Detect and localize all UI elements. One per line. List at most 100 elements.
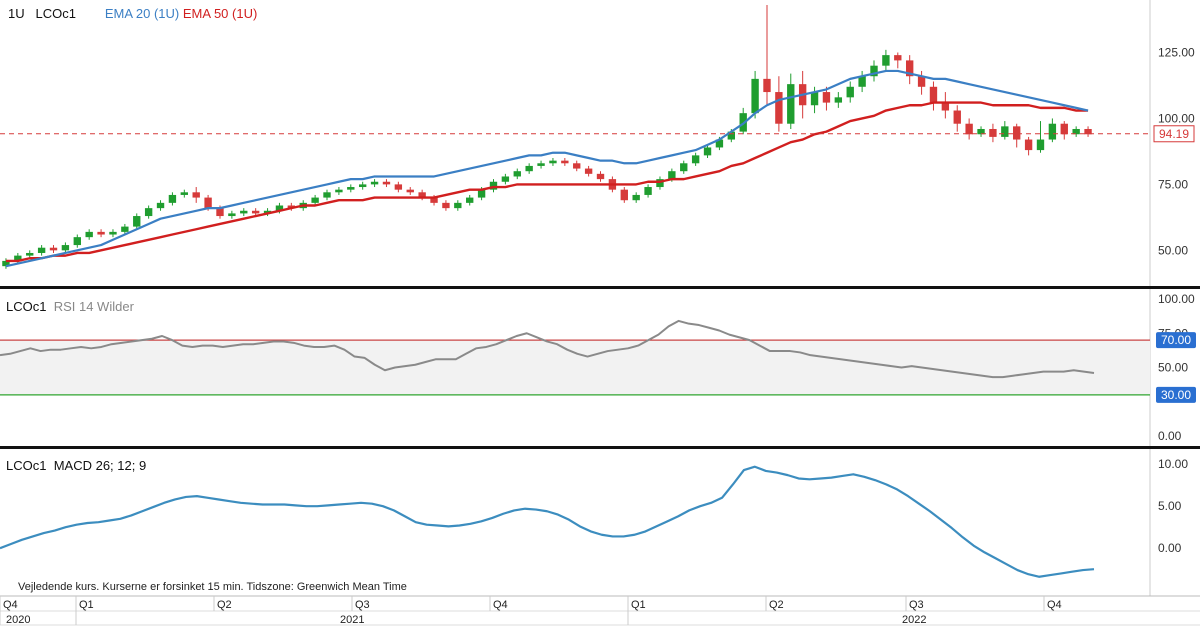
quarter-label: Q3 xyxy=(355,599,370,611)
year-label: 2022 xyxy=(902,614,926,626)
y-tick-label: 5.00 xyxy=(1158,499,1182,513)
candle-body xyxy=(133,216,141,227)
candle-body xyxy=(965,123,973,135)
candle-body xyxy=(703,147,712,156)
last-price-tag xyxy=(1153,125,1195,143)
rsi-upper-tag-label: 70.00 xyxy=(1161,333,1191,347)
quarter-label: Q2 xyxy=(217,599,232,611)
candle-body xyxy=(1060,123,1068,135)
candle-body xyxy=(180,192,189,195)
last-price-label: 94.19 xyxy=(1159,127,1189,141)
ema50-line xyxy=(5,101,1089,263)
candle-body xyxy=(775,92,783,124)
candle-body xyxy=(501,176,510,182)
candle-body xyxy=(537,163,545,166)
candle-body xyxy=(1024,139,1033,151)
candle-body xyxy=(37,247,46,253)
candle-body xyxy=(454,202,462,209)
candle-body xyxy=(1072,128,1080,135)
candle-body xyxy=(275,205,284,211)
candle-body xyxy=(204,197,212,209)
candle-body xyxy=(49,247,58,251)
candle-body xyxy=(61,245,70,251)
candle-body xyxy=(370,181,379,185)
ema50-legend[interactable]: EMA 50 (1U) xyxy=(182,6,258,21)
footnote: Vejledende kurs. Kurserne er forsinket 1… xyxy=(18,581,407,593)
candle-body xyxy=(989,128,997,137)
candle-body xyxy=(358,184,367,188)
year-label: 2020 xyxy=(6,614,30,626)
candle-body xyxy=(632,194,640,201)
candle-body xyxy=(905,60,914,77)
candle-body xyxy=(430,197,438,203)
rsi-lower-tag-label: 30.00 xyxy=(1161,388,1191,402)
panel-divider xyxy=(0,286,1200,289)
quarter-label: Q4 xyxy=(1047,599,1062,611)
candle-body xyxy=(311,197,319,203)
quarter-label: Q4 xyxy=(493,599,508,611)
candle-body xyxy=(977,128,985,135)
candle-body xyxy=(858,76,866,87)
candle-body xyxy=(477,189,486,198)
y-tick-label: 10.00 xyxy=(1158,457,1188,471)
candle-body xyxy=(2,260,10,267)
candle-body xyxy=(668,171,676,180)
candle-body xyxy=(168,194,177,203)
candle-body xyxy=(846,86,854,98)
candle-body xyxy=(85,231,93,238)
candle-body xyxy=(810,92,819,106)
candle-body xyxy=(347,187,355,190)
macd-legend: LCOc1 MACD 26; 12; 9 xyxy=(6,458,146,474)
candle-body xyxy=(335,189,343,193)
ema20-legend[interactable]: EMA 20 (1U) xyxy=(104,6,180,21)
rsi-name-label[interactable]: RSI 14 Wilder xyxy=(53,299,134,314)
candle-body xyxy=(953,110,961,124)
quarter-label: Q3 xyxy=(909,599,924,611)
candle-body xyxy=(1084,128,1092,135)
candle-body xyxy=(240,210,248,214)
candle-body xyxy=(109,231,117,235)
candle-body xyxy=(680,163,688,172)
candle-body xyxy=(121,226,129,232)
macd-name-label[interactable]: MACD 26; 12; 9 xyxy=(53,458,147,473)
candle-body xyxy=(751,78,759,114)
candle-body xyxy=(382,181,391,185)
candle-body xyxy=(97,231,105,235)
quarter-label: Q4 xyxy=(3,599,18,611)
interval-label[interactable]: 1U xyxy=(8,6,25,21)
candle-body xyxy=(192,192,200,198)
candle-body xyxy=(573,163,581,169)
candle-body xyxy=(73,237,81,246)
candle-body xyxy=(549,160,557,164)
candle-body xyxy=(144,208,153,217)
candle-body xyxy=(466,197,474,203)
candle-body xyxy=(418,192,426,198)
candle-body xyxy=(394,184,403,190)
candle-body xyxy=(917,76,926,87)
candle-body xyxy=(406,189,414,193)
candle-body xyxy=(1048,123,1057,140)
candle-body xyxy=(251,210,260,214)
candle-body xyxy=(14,255,22,261)
rsi-legend: LCOc1 RSI 14 Wilder xyxy=(6,299,134,315)
candle-body xyxy=(584,168,593,174)
rsi-lower-tag xyxy=(1156,386,1196,403)
candle-body xyxy=(525,165,533,172)
y-tick-label: 125.00 xyxy=(1158,45,1195,59)
candle-body xyxy=(1013,126,1021,140)
candle-body xyxy=(929,86,938,103)
rsi-symbol-label: LCOc1 xyxy=(6,299,47,314)
candle-body xyxy=(727,131,736,140)
candle-body xyxy=(442,202,450,209)
rsi-line xyxy=(0,319,1095,379)
rsi-upper-tag xyxy=(1156,332,1196,349)
rsi-band xyxy=(0,340,1150,395)
y-tick-label: 0.00 xyxy=(1158,429,1182,443)
price-legend: 1U LCOc1 EMA 20 (1U) EMA 50 (1U) xyxy=(8,6,257,22)
symbol-label[interactable]: LCOc1 xyxy=(35,6,76,21)
macd-line xyxy=(0,465,1095,578)
candle-body xyxy=(894,55,902,61)
candle-body xyxy=(691,155,700,164)
candle-body xyxy=(1001,126,1009,137)
